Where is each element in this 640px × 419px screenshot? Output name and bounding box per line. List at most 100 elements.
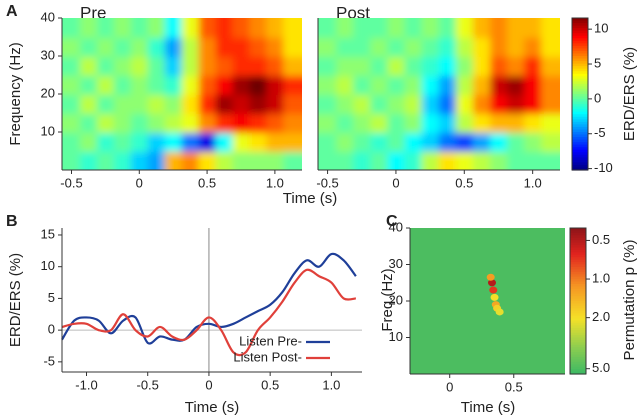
heatmap-cell [541, 94, 560, 114]
heatmap-cell [130, 132, 149, 152]
heatmap-cell [489, 113, 509, 133]
heatmap-cell [507, 18, 526, 38]
heatmap-cell [79, 151, 98, 170]
colorbar-strip [570, 237, 586, 241]
colorbar-strip [570, 249, 586, 253]
colorbar-strip [572, 71, 588, 75]
colorbar-strip [570, 352, 586, 356]
colorbar-strip [570, 344, 586, 348]
x-tick-label: -1.0 [75, 377, 97, 392]
colorbar-strip [572, 114, 588, 118]
heatmap-cell [421, 37, 440, 57]
heatmap-cell [507, 151, 526, 170]
heatmap-cell [421, 94, 440, 114]
heatmap-cell [198, 37, 217, 57]
y-tick-label: 10 [41, 258, 55, 273]
heatmap-cell [283, 132, 302, 152]
heatmap-cell [472, 132, 491, 152]
y-tick-label: 20 [389, 292, 403, 307]
heatmap-cell [318, 18, 338, 38]
colorbar-strip [572, 25, 588, 29]
heatmap-cell [96, 132, 115, 152]
heatmap-cell [472, 151, 491, 170]
heatmap-cell [232, 18, 251, 38]
heatmap-cell [438, 37, 457, 57]
heatmap-cell [198, 56, 217, 76]
colorbar-strip [570, 228, 586, 232]
heatmap-cell [421, 18, 440, 38]
colorbar-strip [570, 332, 586, 336]
heatmap-cell [455, 132, 474, 152]
heatmap-cell [283, 75, 302, 95]
colorbar-strip [572, 96, 588, 100]
y-tick-label: 15 [41, 226, 55, 241]
colorbar-frame [569, 227, 587, 375]
heatmap-cell [283, 151, 302, 170]
heatmap-cell [147, 151, 166, 170]
colorbar-strip [572, 124, 588, 128]
heatmap-cell [62, 56, 81, 76]
heatmap-cell [215, 151, 234, 170]
heatmap-cell [79, 75, 98, 95]
y-tick-label: 40 [389, 219, 403, 234]
heatmap-cell [489, 132, 509, 152]
heatmap-cell [387, 56, 406, 76]
heatmap-cell [353, 56, 372, 76]
heatmap-cell [455, 75, 474, 95]
heatmap-cell [353, 75, 372, 95]
colorbar-strip [572, 116, 588, 120]
colorbar-strip [570, 342, 586, 346]
heatmap-cell [370, 56, 389, 76]
heatmap-cell [489, 94, 509, 114]
heatmap-cell [336, 37, 355, 57]
colorbar-strip [572, 111, 588, 115]
heatmap-cell [472, 37, 491, 57]
heatmap-cell [524, 18, 543, 38]
colorbar-strip [570, 315, 586, 319]
heatmap-cell [181, 132, 200, 152]
colorbar-strip [572, 63, 588, 67]
colorbar-strip [572, 119, 588, 123]
colorbar-strip [570, 369, 586, 373]
colorbar-strip [570, 303, 586, 307]
heatmap-cell [130, 151, 149, 170]
heatmap-cell [489, 37, 509, 57]
colorbar-strip [572, 56, 588, 60]
heatmap-cell [455, 37, 474, 57]
heatmap-cell [541, 37, 560, 57]
heatmap-cell [438, 151, 457, 170]
heatmap-cell [249, 94, 268, 114]
heatmap-cell [62, 151, 81, 170]
colorbar-strip [572, 132, 588, 136]
colorbar-strip [570, 366, 586, 370]
colorbar-strip [572, 157, 588, 161]
significance-background [410, 228, 565, 374]
heatmap-cell [507, 37, 526, 57]
heatmap-cell [215, 56, 234, 76]
heatmap-cell [266, 18, 285, 38]
heatmap-cell [215, 18, 234, 38]
colorbar-strip [572, 94, 588, 98]
heatmap-cell [524, 37, 543, 57]
heatmap-cell [249, 113, 268, 133]
colorbar-strip [572, 66, 588, 70]
colorbar-strip [572, 81, 588, 85]
colorbar-strip [570, 313, 586, 317]
colorbar-strip [572, 144, 588, 148]
colorbar-strip [570, 276, 586, 280]
colorbar-strip [570, 254, 586, 258]
heatmap-cell [266, 151, 285, 170]
x-axis-label: Time (s) [283, 190, 337, 207]
colorbar-strip [572, 126, 588, 131]
heatmap-cell [489, 56, 509, 76]
colorbar-strip [570, 283, 586, 287]
heatmap-cell [472, 94, 491, 114]
heatmap-cell [79, 113, 98, 133]
y-axis-label: ERD/ERS (%) [7, 253, 24, 347]
heatmap-cell [215, 94, 234, 114]
colorbar-strip [570, 279, 586, 283]
colorbar-strip [572, 99, 588, 103]
colorbar-strip [570, 327, 586, 331]
colorbar-strip [572, 30, 588, 34]
series-line [61, 252, 357, 345]
